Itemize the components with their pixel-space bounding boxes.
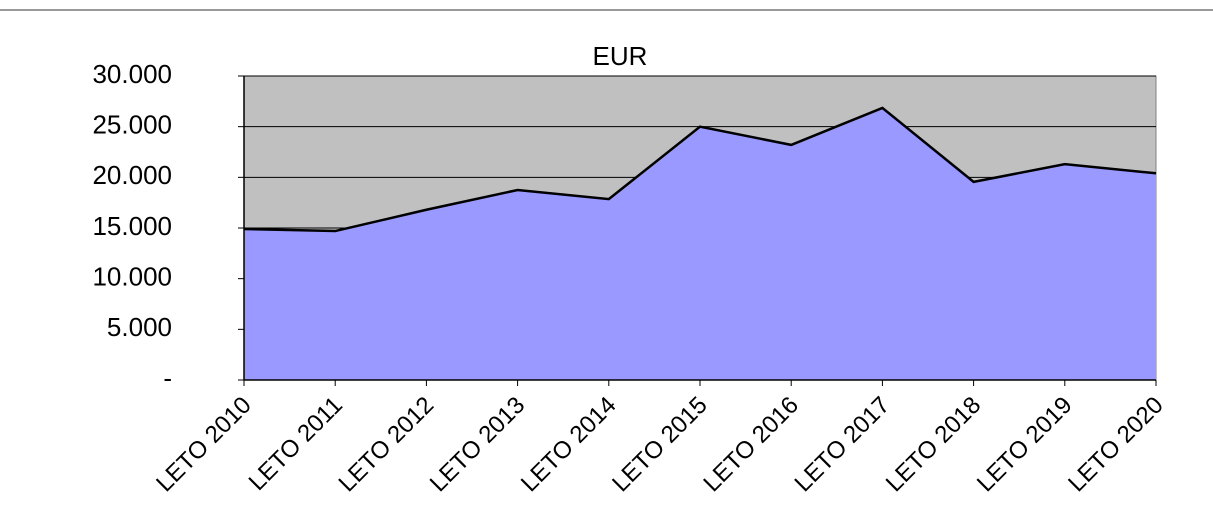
x-tick-label: LETO 2012 (334, 392, 440, 498)
x-tick-label: LETO 2019 (972, 392, 1078, 498)
x-tick-label: LETO 2020 (1063, 392, 1169, 498)
x-tick-label: LETO 2016 (698, 392, 804, 498)
y-tick-label: 20.000 (92, 160, 172, 190)
x-tick-label: LETO 2014 (516, 392, 622, 498)
y-tick-label: - (163, 363, 172, 393)
y-tick-label: 25.000 (92, 110, 172, 140)
area-line (243, 106, 1157, 233)
x-tick-label: LETO 2011 (244, 392, 348, 496)
y-tick-label: 5.000 (107, 312, 172, 342)
x-tick-label: LETO 2010 (151, 392, 257, 498)
x-tick-label: LETO 2017 (790, 392, 896, 498)
x-tick-label: LETO 2015 (607, 392, 713, 498)
chart-title: EUR (593, 41, 648, 71)
x-tick-label: LETO 2013 (425, 392, 531, 498)
y-tick-label: 30.000 (92, 59, 172, 89)
area (244, 107, 1156, 381)
y-tick-label: 10.000 (92, 262, 172, 292)
x-tick-label: LETO 2018 (881, 392, 987, 498)
y-tick-label: 15.000 (92, 211, 172, 241)
